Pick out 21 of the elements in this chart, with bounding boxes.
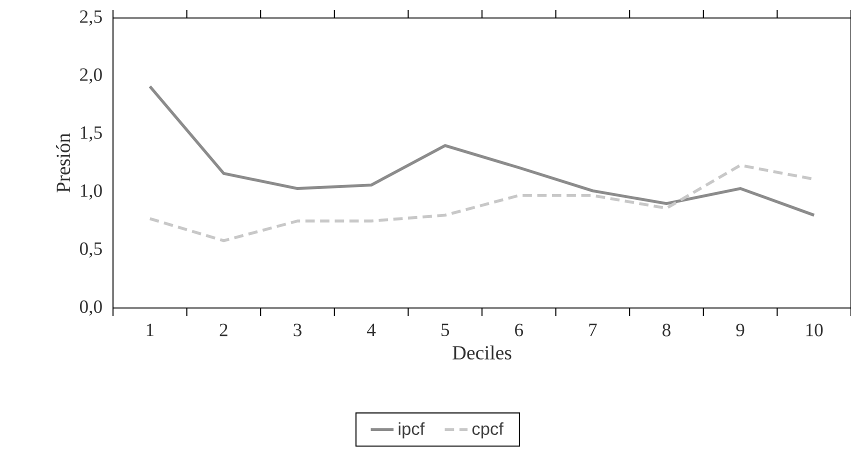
x-tick-label: 2 [220, 324, 228, 336]
y-tick-label: 2,5 [80, 10, 102, 26]
x-tick-label: 10 [806, 324, 823, 336]
x-tick-label: 4 [366, 324, 376, 336]
x-tick-label: 5 [442, 324, 450, 336]
legend-label: ipcf [398, 422, 425, 438]
y-tick-label: 2,0 [80, 68, 102, 84]
line-series [148, 84, 816, 217]
x-tick-label: 9 [736, 324, 744, 336]
y-tick-label: 1,5 [80, 126, 102, 142]
x-tick-label: 7 [589, 324, 597, 336]
x-axis-title: Deciles [452, 345, 512, 360]
y-tick-label: 0,0 [80, 300, 102, 316]
y-tick-label: 1,0 [80, 184, 102, 200]
x-tick-label: 1 [146, 324, 154, 336]
x-tick-label: 3 [294, 324, 302, 336]
y-axis-title: Presión [56, 133, 70, 192]
x-tick-label: 8 [662, 324, 670, 336]
y-tick-label: 0,5 [80, 242, 102, 258]
legend-label: cpcf [472, 422, 504, 438]
x-tick-label: 6 [515, 324, 524, 336]
